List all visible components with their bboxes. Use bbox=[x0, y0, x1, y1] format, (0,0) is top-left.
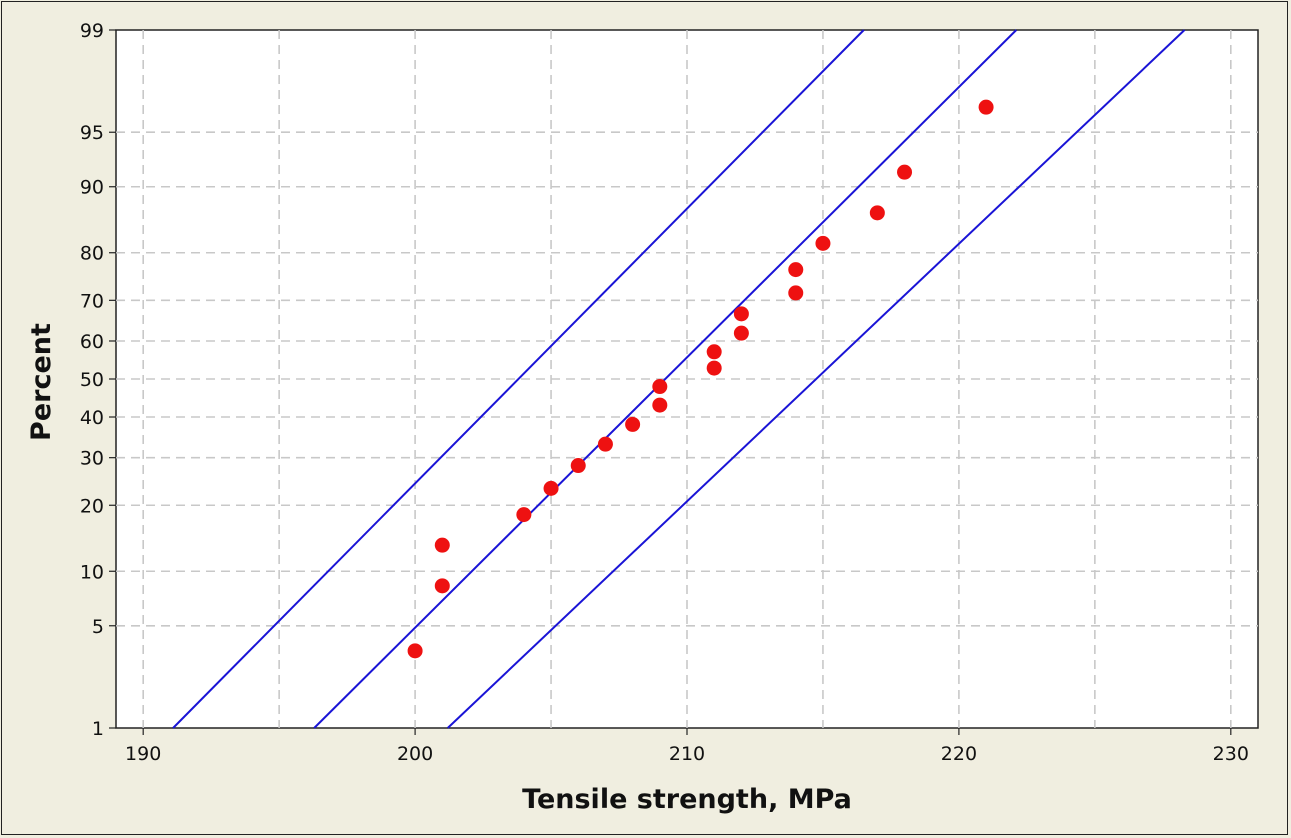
data-point bbox=[543, 480, 559, 496]
y-tick-label: 30 bbox=[80, 448, 104, 470]
data-point bbox=[570, 458, 586, 474]
data-point bbox=[706, 360, 722, 376]
data-point bbox=[788, 262, 804, 278]
y-tick-label: 5 bbox=[92, 616, 104, 638]
y-tick-label: 10 bbox=[80, 561, 104, 583]
data-point bbox=[869, 205, 885, 221]
y-tick-label: 20 bbox=[80, 495, 104, 517]
y-tick-label: 60 bbox=[80, 331, 104, 353]
y-tick-label: 80 bbox=[80, 243, 104, 265]
data-point bbox=[625, 416, 641, 432]
y-tick-label: 1 bbox=[92, 718, 104, 740]
data-point bbox=[652, 397, 668, 413]
x-tick-label: 220 bbox=[941, 743, 977, 765]
x-axis-ticks: 190 200 210 220 230 bbox=[125, 728, 1249, 765]
fit-and-confidence-lines bbox=[172, 29, 1186, 729]
y-tick-label: 70 bbox=[80, 290, 104, 312]
fit-line bbox=[313, 29, 1018, 729]
data-point bbox=[407, 643, 423, 659]
y-tick-label: 90 bbox=[80, 177, 104, 199]
data-point bbox=[516, 507, 532, 523]
data-point bbox=[597, 436, 613, 452]
data-point bbox=[978, 99, 994, 115]
data-point bbox=[897, 164, 913, 180]
gridlines bbox=[116, 30, 1258, 728]
data-point bbox=[652, 379, 668, 395]
y-tick-label: 50 bbox=[80, 369, 104, 391]
y-axis-ticks: 1 5 10 20 30 40 50 60 70 80 90 95 99 bbox=[80, 20, 116, 740]
y-axis-title: Percent bbox=[26, 323, 57, 441]
data-point bbox=[815, 235, 831, 251]
data-point bbox=[434, 537, 450, 553]
y-tick-label: 99 bbox=[80, 20, 104, 42]
data-point bbox=[733, 306, 749, 322]
lower-confidence-line bbox=[447, 29, 1186, 729]
upper-confidence-line bbox=[172, 29, 865, 729]
x-tick-label: 200 bbox=[397, 743, 433, 765]
data-point bbox=[434, 578, 450, 594]
x-tick-label: 190 bbox=[125, 743, 161, 765]
data-points bbox=[407, 99, 994, 659]
x-tick-label: 230 bbox=[1213, 743, 1249, 765]
data-point bbox=[788, 285, 804, 301]
x-tick-label: 210 bbox=[669, 743, 705, 765]
data-point bbox=[706, 344, 722, 360]
data-point bbox=[733, 325, 749, 341]
x-axis-title: Tensile strength, MPa bbox=[522, 784, 852, 815]
y-tick-label: 95 bbox=[80, 122, 104, 144]
y-tick-label: 40 bbox=[80, 407, 104, 429]
